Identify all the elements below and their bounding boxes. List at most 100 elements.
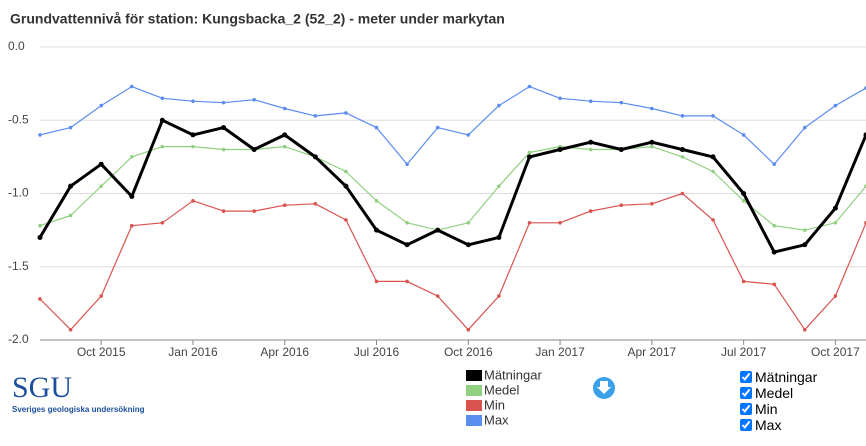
series-point: [161, 96, 165, 100]
toggle-label: Max: [755, 417, 781, 433]
checkbox[interactable]: [740, 419, 752, 431]
series-point: [589, 99, 593, 103]
series-point: [190, 132, 195, 137]
series-point: [649, 140, 654, 145]
series-point: [314, 114, 318, 118]
series-point: [130, 85, 134, 89]
series-point: [528, 151, 532, 155]
series-point: [650, 145, 654, 149]
series-point: [711, 114, 715, 118]
series-point: [497, 104, 501, 108]
series-point: [222, 209, 226, 213]
series-toggle[interactable]: Min: [740, 401, 817, 417]
series-point: [405, 162, 409, 166]
x-tick-label: Jul 2017: [721, 345, 767, 359]
series-point: [191, 145, 195, 149]
series-point: [38, 224, 42, 228]
series-point: [711, 154, 716, 159]
series-point: [283, 203, 287, 207]
series-point: [221, 125, 226, 130]
series-point: [374, 228, 379, 233]
legend-swatch: [466, 385, 482, 396]
series-point: [405, 221, 409, 225]
series-point: [711, 218, 715, 222]
series-point: [405, 280, 409, 284]
series-point: [69, 328, 73, 332]
series-point: [803, 328, 807, 332]
series-point: [375, 280, 379, 284]
series-point: [314, 202, 318, 206]
x-tick-label: Jan 2016: [168, 345, 218, 359]
series-point: [222, 101, 226, 105]
x-tick-label: Jul 2016: [354, 345, 400, 359]
series-point: [772, 162, 776, 166]
series-point: [803, 126, 807, 130]
legend-label: Mätningar: [484, 367, 542, 382]
series-point: [252, 98, 256, 102]
toggle-label: Medel: [755, 385, 793, 401]
chart-title: Grundvattennivå för station: Kungsbacka_…: [10, 11, 505, 27]
series-point: [772, 283, 776, 287]
series-toggle[interactable]: Medel: [740, 385, 817, 401]
series-point: [466, 133, 470, 137]
series-point: [466, 221, 470, 225]
series-point: [222, 148, 226, 152]
series-point: [130, 155, 134, 159]
series-point: [619, 101, 623, 105]
checkbox[interactable]: [740, 387, 752, 399]
series-point: [466, 242, 471, 247]
series-point: [252, 147, 257, 152]
toggle-label: Mätningar: [755, 369, 817, 385]
series-point: [191, 99, 195, 103]
series-point: [650, 202, 654, 206]
series-point: [558, 221, 562, 225]
series-point: [160, 118, 165, 123]
series-line: [40, 194, 866, 330]
series-toggle[interactable]: Max: [740, 417, 817, 433]
series-point: [528, 221, 532, 225]
logo-title: SGU: [12, 371, 72, 404]
x-tick-label: Apr 2016: [260, 345, 309, 359]
series-line: [40, 120, 866, 252]
toggle-label: Min: [755, 401, 778, 417]
series-point: [558, 96, 562, 100]
legend-label: Min: [484, 397, 505, 412]
legend-swatch: [466, 400, 482, 411]
series-point: [772, 224, 776, 228]
x-tick-label: Oct 2016: [444, 345, 493, 359]
series-point: [711, 170, 715, 174]
y-tick-label: -0.5: [8, 112, 29, 126]
series-point: [435, 228, 440, 233]
series-point: [619, 203, 623, 207]
series-point: [650, 107, 654, 111]
series-point: [405, 242, 410, 247]
checkbox[interactable]: [740, 371, 752, 383]
series-toggle[interactable]: Mätningar: [740, 369, 817, 385]
series-point: [803, 228, 807, 232]
series-point: [344, 170, 348, 174]
legend-label: Medel: [484, 382, 520, 397]
y-tick-label: -1.0: [8, 186, 29, 200]
series-point: [68, 184, 73, 189]
series-point: [496, 235, 501, 240]
series-point: [99, 184, 103, 188]
series-point: [834, 104, 838, 108]
series-point: [588, 140, 593, 145]
series-point: [161, 221, 165, 225]
series-point: [681, 155, 685, 159]
series-point: [528, 85, 532, 89]
legend-label: Max: [484, 412, 509, 427]
series-point: [313, 154, 318, 159]
y-tick-label: -2.0: [8, 332, 29, 346]
logo-subtitle: Sveriges geologiska undersökning: [12, 405, 145, 414]
checkbox[interactable]: [740, 403, 752, 415]
series-point: [252, 209, 256, 213]
series-point: [375, 199, 379, 203]
series-point: [38, 297, 42, 301]
y-tick-label: 0.0: [8, 39, 25, 53]
x-tick-label: Apr 2017: [628, 345, 677, 359]
x-tick-label: Jan 2017: [535, 345, 585, 359]
series-point: [38, 235, 43, 240]
series-point: [69, 126, 73, 130]
